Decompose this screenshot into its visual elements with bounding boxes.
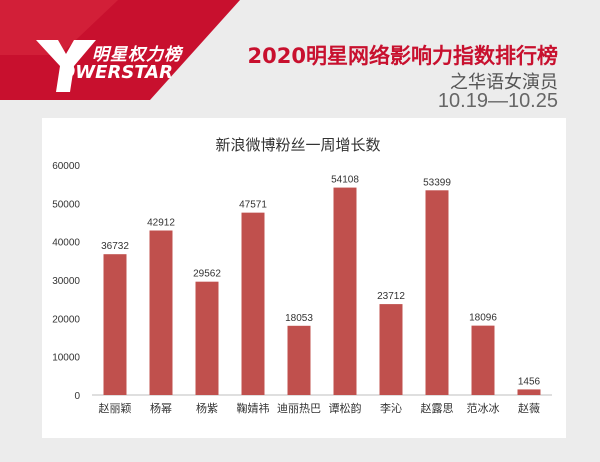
- data-label: 29562: [193, 269, 221, 280]
- logo-chinese-text: 明星权力榜: [92, 45, 182, 65]
- chart-panel: 新浪微博粉丝一周增长数 0 10000 20000 30000 40000 50000 60…: [42, 118, 566, 438]
- bar: [471, 325, 495, 395]
- x-tick-label: 杨紫: [196, 401, 218, 415]
- y-tick-label: 20000: [52, 314, 80, 325]
- data-label: 36732: [101, 241, 129, 252]
- data-label: 47571: [239, 200, 267, 211]
- bar: [195, 281, 219, 395]
- y-tick-label: 40000: [52, 238, 80, 249]
- data-label: 53399: [423, 177, 451, 188]
- x-tick-label: 谭松韵: [329, 401, 362, 415]
- x-tick-label: 赵薇: [518, 401, 540, 415]
- logo-banner: [0, 0, 240, 100]
- x-tick-label: 赵丽颖: [99, 401, 132, 415]
- x-tick-label: 鞠婧祎: [237, 401, 270, 415]
- y-tick-label: 30000: [52, 276, 80, 287]
- bar-layer: 36732 42912 29562 47571 18053 54108 23712 53399…: [101, 175, 541, 395]
- data-label: 18096: [469, 313, 497, 324]
- data-label: 42912: [147, 218, 175, 229]
- bar: [425, 190, 449, 395]
- y-tick-label: 10000: [52, 353, 80, 364]
- bar: [103, 254, 127, 395]
- data-label: 23712: [377, 291, 405, 302]
- bar-chart: 新浪微博粉丝一周增长数 0 10000 20000 30000 40000 50000 60…: [52, 136, 552, 415]
- bar: [241, 212, 265, 395]
- bar: [379, 304, 403, 395]
- x-tick-label: 范冰冰: [467, 401, 500, 415]
- chart-title: 新浪微博粉丝一周增长数: [215, 136, 380, 154]
- bar: [333, 187, 357, 395]
- logo-english-text: OWERSTAR: [60, 62, 173, 83]
- x-tick-label: 杨幂: [150, 401, 172, 415]
- y-tick-label: 60000: [52, 161, 80, 172]
- page-subtitle: 之华语女演员: [450, 72, 558, 93]
- data-label: 1456: [518, 376, 541, 387]
- page-title: 2020明星网络影响力指数排行榜: [247, 44, 558, 68]
- x-tick-label: 迪丽热巴: [277, 402, 321, 415]
- bar: [149, 230, 173, 395]
- bar: [287, 325, 311, 395]
- x-tick-label: 赵露思: [421, 401, 454, 415]
- x-tick-label: 李沁: [380, 401, 402, 415]
- bar: [517, 389, 541, 395]
- data-label: 54108: [331, 175, 359, 186]
- y-tick-label: 0: [74, 391, 80, 402]
- y-tick-label: 50000: [52, 199, 80, 210]
- header: 明星权力榜 OWERSTAR 2020明星网络影响力指数排行榜 之华语女演员 1…: [0, 0, 600, 118]
- data-label: 18053: [285, 313, 313, 324]
- date-range: 10.19—10.25: [437, 90, 558, 112]
